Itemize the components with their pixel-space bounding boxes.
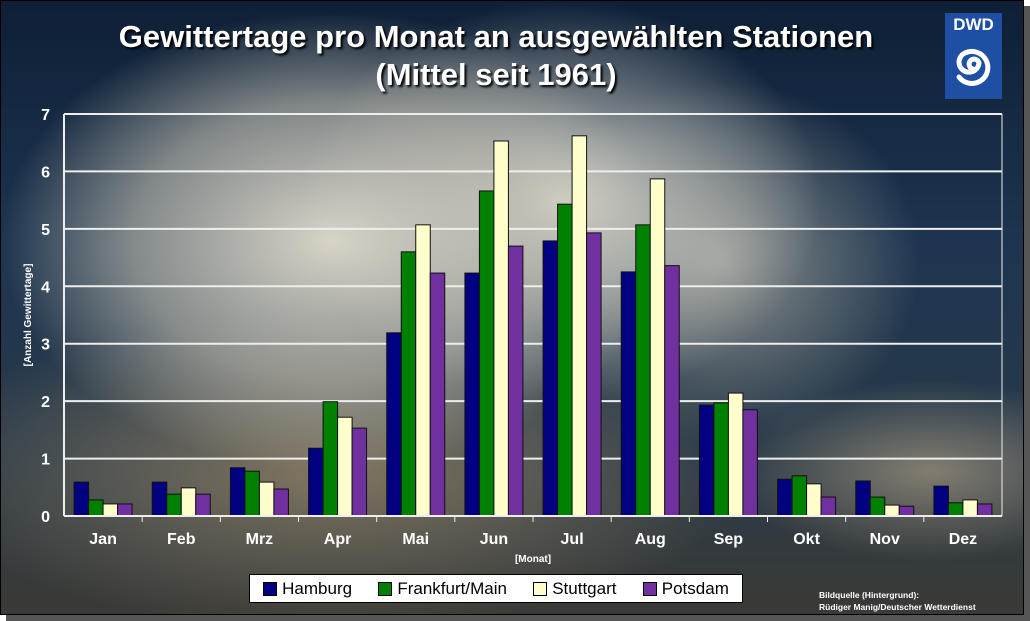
bar-stuttgart-mrz: [258, 481, 275, 517]
bar-frankfurt-main-jan: [88, 499, 104, 517]
bar-frankfurt-main-apr: [322, 401, 339, 517]
legend-label: Stuttgart: [552, 578, 617, 598]
bar-stuttgart-jan: [102, 503, 119, 517]
bar-hamburg-jul: [542, 240, 559, 517]
legend-label: Frankfurt/Main: [397, 578, 507, 598]
bar-hamburg-mai: [386, 332, 402, 517]
credit-line-1: Bildquelle (Hintergrund):: [819, 590, 920, 600]
chart-title: Gewittertage pro Monat an ausgewählten S…: [118, 19, 874, 54]
y-tick-label: 4: [41, 279, 50, 296]
x-tick-label: Dez: [949, 531, 977, 548]
bar-potsdam-nov: [898, 505, 915, 517]
bar-potsdam-mai: [429, 272, 446, 517]
y-tick-label: 1: [41, 452, 50, 469]
bar-stuttgart-nov: [884, 504, 900, 517]
bar-potsdam-feb: [195, 493, 211, 517]
chart-subtitle: (Mittel seit 1961): [375, 57, 617, 92]
bar-hamburg-jan: [73, 481, 90, 517]
bar-frankfurt-main-nov: [869, 496, 886, 517]
bar-frankfurt-main-sep: [713, 402, 729, 517]
bar-hamburg-mrz: [229, 467, 246, 517]
bar-stuttgart-mai: [415, 224, 431, 517]
legend-swatch: [378, 581, 393, 596]
y-tick-label: 5: [41, 222, 50, 239]
x-tick-label: Mai: [402, 531, 429, 548]
bar-hamburg-aug: [620, 271, 637, 517]
credit-line-2: Rüdiger Manig/Deutscher Wetterdienst: [819, 602, 976, 612]
bar-frankfurt-main-jul: [557, 203, 573, 517]
bar-stuttgart-jul: [571, 135, 588, 517]
bar-stuttgart-apr: [337, 416, 353, 517]
x-tick-label: Jun: [480, 531, 508, 548]
legend-item: Potsdam: [642, 578, 729, 599]
logo-text: DWD: [953, 15, 994, 34]
bar-frankfurt-main-okt: [791, 475, 808, 517]
bar-potsdam-jul: [586, 232, 602, 517]
bar-hamburg-feb: [151, 481, 168, 517]
bar-hamburg-okt: [777, 478, 793, 517]
bar-stuttgart-aug: [649, 178, 666, 517]
x-tick-label: Okt: [793, 531, 820, 548]
bar-potsdam-apr: [351, 427, 368, 517]
x-tick-label: Aug: [635, 531, 666, 548]
bar-frankfurt-main-feb: [166, 493, 182, 517]
x-tick-label: Sep: [714, 531, 744, 548]
bar-hamburg-apr: [308, 447, 324, 517]
legend-item: Stuttgart: [533, 579, 616, 599]
legend-item: Hamburg: [263, 579, 352, 599]
bar-stuttgart-okt: [806, 483, 822, 517]
y-tick-label: 0: [41, 509, 50, 526]
bar-stuttgart-dez: [962, 499, 978, 517]
dwd-logo: DWD: [945, 13, 1002, 99]
y-tick-label: 2: [41, 394, 50, 411]
bar-potsdam-mrz: [273, 488, 289, 517]
bar-potsdam-okt: [820, 496, 837, 517]
bar-frankfurt-main-dez: [947, 502, 964, 517]
legend-swatch: [533, 581, 548, 596]
bar-potsdam-sep: [742, 409, 758, 517]
y-tick-label: 6: [41, 164, 50, 181]
y-tick-label: 3: [41, 337, 50, 354]
bar-hamburg-nov: [855, 480, 871, 517]
bar-stuttgart-sep: [727, 392, 744, 517]
spiral-icon: [956, 48, 991, 86]
bar-hamburg-sep: [698, 404, 715, 517]
image-credit: Bildquelle (Hintergrund): Rüdiger Manig/…: [819, 589, 976, 613]
y-tick-label: 7: [41, 107, 50, 124]
bar-frankfurt-main-jun: [478, 190, 495, 517]
bar-potsdam-aug: [664, 265, 680, 517]
x-tick-label: Feb: [167, 531, 196, 548]
bar-frankfurt-main-mrz: [244, 470, 260, 517]
x-tick-label: Nov: [870, 531, 900, 548]
bar-potsdam-jun: [507, 245, 524, 517]
x-tick-label: Mrz: [246, 531, 274, 548]
bar-potsdam-jan: [117, 503, 133, 517]
x-tick-label: Jul: [561, 531, 584, 548]
legend-label: Potsdam: [661, 578, 729, 598]
bar-frankfurt-main-mai: [400, 251, 417, 517]
bar-hamburg-dez: [933, 485, 949, 517]
bar-frankfurt-main-aug: [635, 224, 651, 517]
legend-swatch: [642, 581, 657, 596]
x-tick-label: Jan: [89, 531, 117, 548]
bar-stuttgart-feb: [180, 487, 197, 517]
legend: Hamburg Frankfurt/Main Stuttgart Potsdam: [249, 574, 743, 603]
bar-potsdam-dez: [976, 503, 993, 517]
x-axis-label: [Monat]: [515, 554, 551, 565]
y-axis-label: [Anzahl Gewittertage]: [23, 264, 34, 367]
legend-swatch: [263, 581, 278, 596]
bar-hamburg-jun: [464, 272, 480, 517]
bar-stuttgart-jun: [493, 140, 509, 517]
x-tick-label: Apr: [324, 531, 352, 548]
legend-item: Frankfurt/Main: [378, 579, 507, 599]
legend-label: Hamburg: [282, 578, 353, 598]
